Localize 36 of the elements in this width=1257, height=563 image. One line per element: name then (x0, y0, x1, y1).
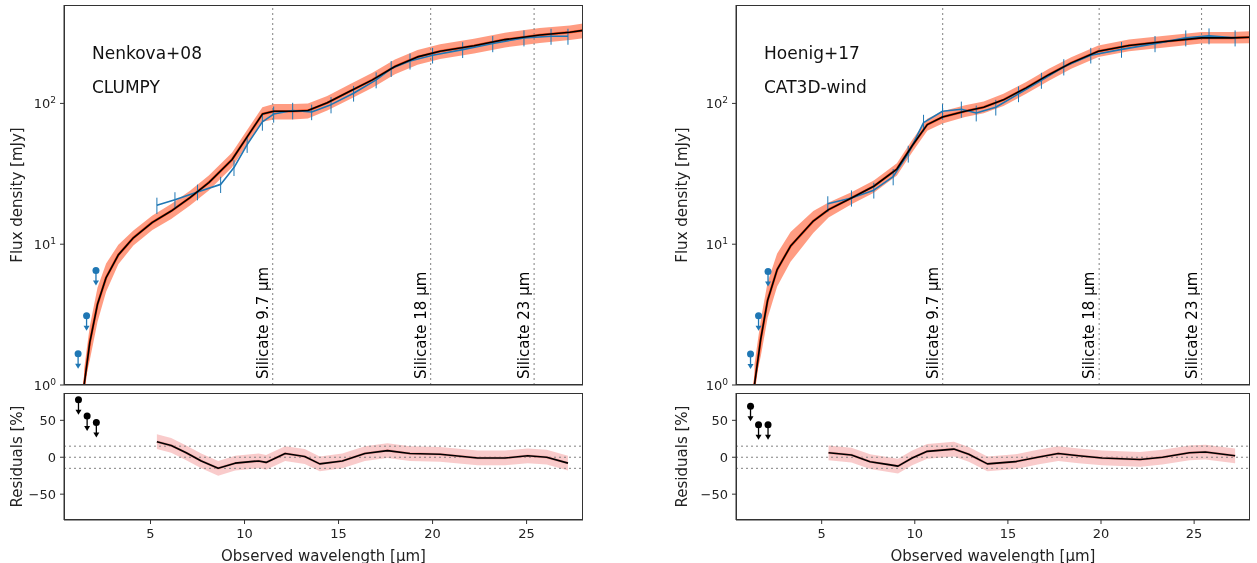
y-tick-label: 50 (711, 413, 728, 429)
x-tick-label: 10 (236, 526, 253, 541)
y-axis-title: Residuals [%] (8, 405, 26, 508)
annotation: CLUMPY (92, 77, 160, 97)
y-tick-label: −50 (28, 487, 56, 503)
x-tick-label: 5 (817, 526, 826, 541)
x-tick-label: 5 (146, 526, 155, 541)
x-tick-label: 15 (330, 526, 347, 541)
x-tick-label: 10 (906, 526, 924, 541)
y-tick-label: −50 (700, 487, 728, 503)
ref-line-label: Silicate 18 µm (1080, 271, 1099, 379)
ref-line-label: Silicate 18 µm (411, 271, 430, 379)
x-tick-label: 15 (999, 526, 1017, 541)
y-tick-label: 10$^{0}$ (705, 377, 729, 393)
y-axis-title: Flux density [mJy] (8, 127, 26, 263)
ref-line-label: Silicate 9.7 µm (253, 266, 272, 379)
y-axis-title: Residuals [%] (673, 405, 691, 508)
annotation: Hoenig+17 (764, 43, 860, 63)
y-tick-label: 10$^{1}$ (705, 236, 728, 253)
y-tick-label: 10$^{0}$ (33, 377, 57, 393)
y-tick-label: 10$^{2}$ (705, 95, 728, 112)
x-tick-label: 25 (518, 526, 535, 541)
y-tick-label: 0 (719, 450, 728, 466)
annotation: Nenkova+08 (92, 43, 202, 63)
y-tick-label: 10$^{1}$ (33, 236, 56, 253)
ref-line-label: Silicate 9.7 µm (923, 266, 942, 379)
y-tick-label: 10$^{2}$ (33, 95, 56, 112)
y-tick-label: 0 (47, 450, 56, 466)
ref-line-label: Silicate 23 µm (1182, 271, 1201, 379)
x-tick-label: 20 (1092, 526, 1110, 541)
x-tick-label: 20 (424, 526, 441, 541)
ref-line-label: Silicate 23 µm (515, 271, 534, 379)
annotation: CAT3D-wind (764, 77, 867, 97)
y-axis-title: Flux density [mJy] (673, 127, 691, 263)
x-tick-label: 25 (1185, 526, 1203, 541)
y-tick-label: 50 (39, 413, 56, 429)
